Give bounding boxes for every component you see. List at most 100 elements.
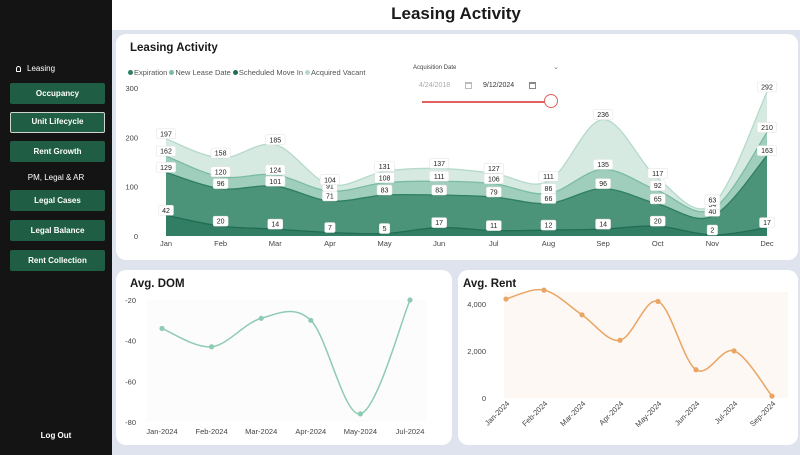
legend-label: Acquired Vacant bbox=[311, 68, 366, 77]
x-tick-label: Jun bbox=[433, 239, 445, 248]
x-tick-label: Jan-2024 bbox=[483, 399, 511, 427]
date-to-value: 9/12/2024 bbox=[483, 82, 515, 89]
data-label-bg bbox=[649, 193, 666, 205]
nav-unit-lifecycle-button[interactable]: Unit Lifecycle bbox=[10, 112, 105, 133]
slider-handle[interactable] bbox=[544, 94, 558, 108]
data-point bbox=[407, 297, 413, 303]
calendar-icon[interactable] bbox=[529, 82, 536, 89]
legend-item[interactable]: Expiration bbox=[128, 68, 167, 77]
legend-item[interactable]: New Lease Date bbox=[169, 68, 231, 77]
x-tick-label: May-2024 bbox=[633, 399, 663, 429]
logout-button[interactable]: Log Out bbox=[40, 431, 72, 440]
data-label: 12 bbox=[545, 223, 553, 230]
data-label-bg bbox=[647, 168, 668, 179]
data-label-bg bbox=[757, 122, 777, 133]
data-label: 79 bbox=[490, 190, 498, 197]
data-label-bg bbox=[540, 183, 557, 194]
data-label-bg bbox=[704, 194, 721, 206]
x-tick-label: Jan-2024 bbox=[146, 427, 177, 436]
data-label: 162 bbox=[160, 149, 172, 156]
data-label-bg bbox=[483, 173, 504, 184]
data-label-bg bbox=[706, 224, 718, 236]
data-label-bg bbox=[593, 159, 614, 170]
data-label: 158 bbox=[215, 151, 227, 158]
x-tick-label: Apr-2024 bbox=[295, 427, 326, 436]
data-label: 14 bbox=[599, 222, 607, 229]
data-label: 14 bbox=[271, 222, 279, 229]
legend-item[interactable]: Acquired Vacant bbox=[305, 68, 366, 77]
data-label: 5 bbox=[383, 226, 387, 233]
calendar-icon[interactable] bbox=[465, 82, 472, 89]
x-tick-label: Apr bbox=[324, 239, 336, 248]
data-point bbox=[617, 337, 623, 343]
y-tick-label: 4,000 bbox=[467, 300, 486, 309]
avg-rent-chart: 0 2,000 4,000 Jan-2024 Feb-2024 Mar-2024 Apr-2… bbox=[467, 287, 788, 429]
data-label: 42 bbox=[162, 208, 170, 215]
data-point bbox=[209, 344, 215, 350]
data-label: 7 bbox=[328, 225, 332, 232]
legend-item[interactable]: Scheduled Move In bbox=[232, 68, 304, 77]
data-label-bg bbox=[156, 162, 176, 173]
sidebar: Leasing Occupancy Unit Lifecycle Rent Gr… bbox=[0, 0, 112, 455]
section-label: Leasing bbox=[27, 64, 56, 73]
data-label-bg bbox=[431, 217, 447, 228]
data-label: 2 bbox=[710, 228, 714, 235]
data-label: 137 bbox=[433, 161, 445, 168]
data-label: 127 bbox=[488, 166, 500, 173]
data-label-bg bbox=[429, 158, 450, 169]
data-label: 135 bbox=[597, 162, 609, 169]
data-label: 106 bbox=[488, 176, 500, 183]
data-label: 111 bbox=[434, 174, 445, 181]
data-label-bg bbox=[265, 175, 286, 187]
x-tick-label: Jan bbox=[160, 239, 172, 248]
data-point bbox=[258, 315, 264, 321]
sidebar-section-pm: PM, Legal & AR bbox=[27, 173, 85, 182]
data-label: 117 bbox=[652, 171, 663, 178]
acquisition-date-from[interactable]: 4/24/2018 bbox=[416, 79, 474, 93]
nav-legal-balance-button[interactable]: Legal Balance bbox=[10, 220, 105, 241]
y-tick-label: 100 bbox=[125, 183, 138, 192]
date-range-slider[interactable] bbox=[422, 101, 548, 103]
chevron-down-icon[interactable]: ⌄ bbox=[553, 64, 559, 71]
data-label-bg bbox=[483, 163, 504, 174]
nav-rent-collection-button[interactable]: Rent Collection bbox=[10, 250, 105, 271]
data-label: 92 bbox=[654, 183, 662, 190]
data-point bbox=[655, 298, 661, 305]
acquisition-date-label: Acquisition Date bbox=[413, 65, 457, 71]
nav-occupancy-button[interactable]: Occupancy bbox=[10, 83, 105, 104]
data-label: 20 bbox=[217, 219, 225, 226]
legend-dot bbox=[128, 70, 133, 75]
nav-rent-growth-button[interactable]: Rent Growth bbox=[10, 141, 105, 162]
data-label-bg bbox=[486, 220, 502, 231]
data-label: 111 bbox=[543, 174, 554, 181]
date-from-value: 4/24/2018 bbox=[419, 82, 451, 89]
avg-dom-card: Avg. DOM -20 -40 -60 -80 Jan-2024 Feb-2024 Mar… bbox=[116, 270, 452, 445]
sidebar-section-leasing: Leasing bbox=[16, 64, 106, 73]
data-label-bg bbox=[431, 184, 447, 196]
x-tick-label: Feb bbox=[214, 239, 227, 248]
data-label: 83 bbox=[381, 188, 389, 195]
data-label: 20 bbox=[654, 219, 662, 226]
data-label: 185 bbox=[269, 137, 281, 144]
data-label-bg bbox=[158, 205, 174, 216]
data-label-bg bbox=[212, 215, 229, 227]
nav-legal-cases-button[interactable]: Legal Cases bbox=[10, 190, 105, 211]
data-label: 86 bbox=[545, 186, 553, 193]
y-tick-label: -20 bbox=[125, 296, 136, 305]
legend-dot bbox=[169, 70, 175, 75]
acquisition-date-to[interactable]: 9/12/2024 bbox=[480, 79, 538, 93]
legend-dot bbox=[305, 70, 311, 75]
y-tick-label: 0 bbox=[482, 394, 486, 403]
data-label-bg bbox=[649, 180, 666, 191]
legend-label: Scheduled Move In bbox=[238, 68, 304, 77]
data-point bbox=[159, 325, 165, 332]
data-label: 131 bbox=[379, 164, 391, 171]
x-tick-label: Mar-2024 bbox=[245, 427, 277, 436]
data-label-bg bbox=[265, 164, 286, 176]
data-point bbox=[541, 287, 547, 293]
legend-label: Expiration bbox=[134, 68, 168, 77]
data-label: 40 bbox=[708, 209, 716, 216]
x-tick-label: Jul bbox=[489, 239, 499, 248]
data-label-bg bbox=[757, 81, 777, 93]
legend-label: New Lease Date bbox=[175, 68, 231, 77]
